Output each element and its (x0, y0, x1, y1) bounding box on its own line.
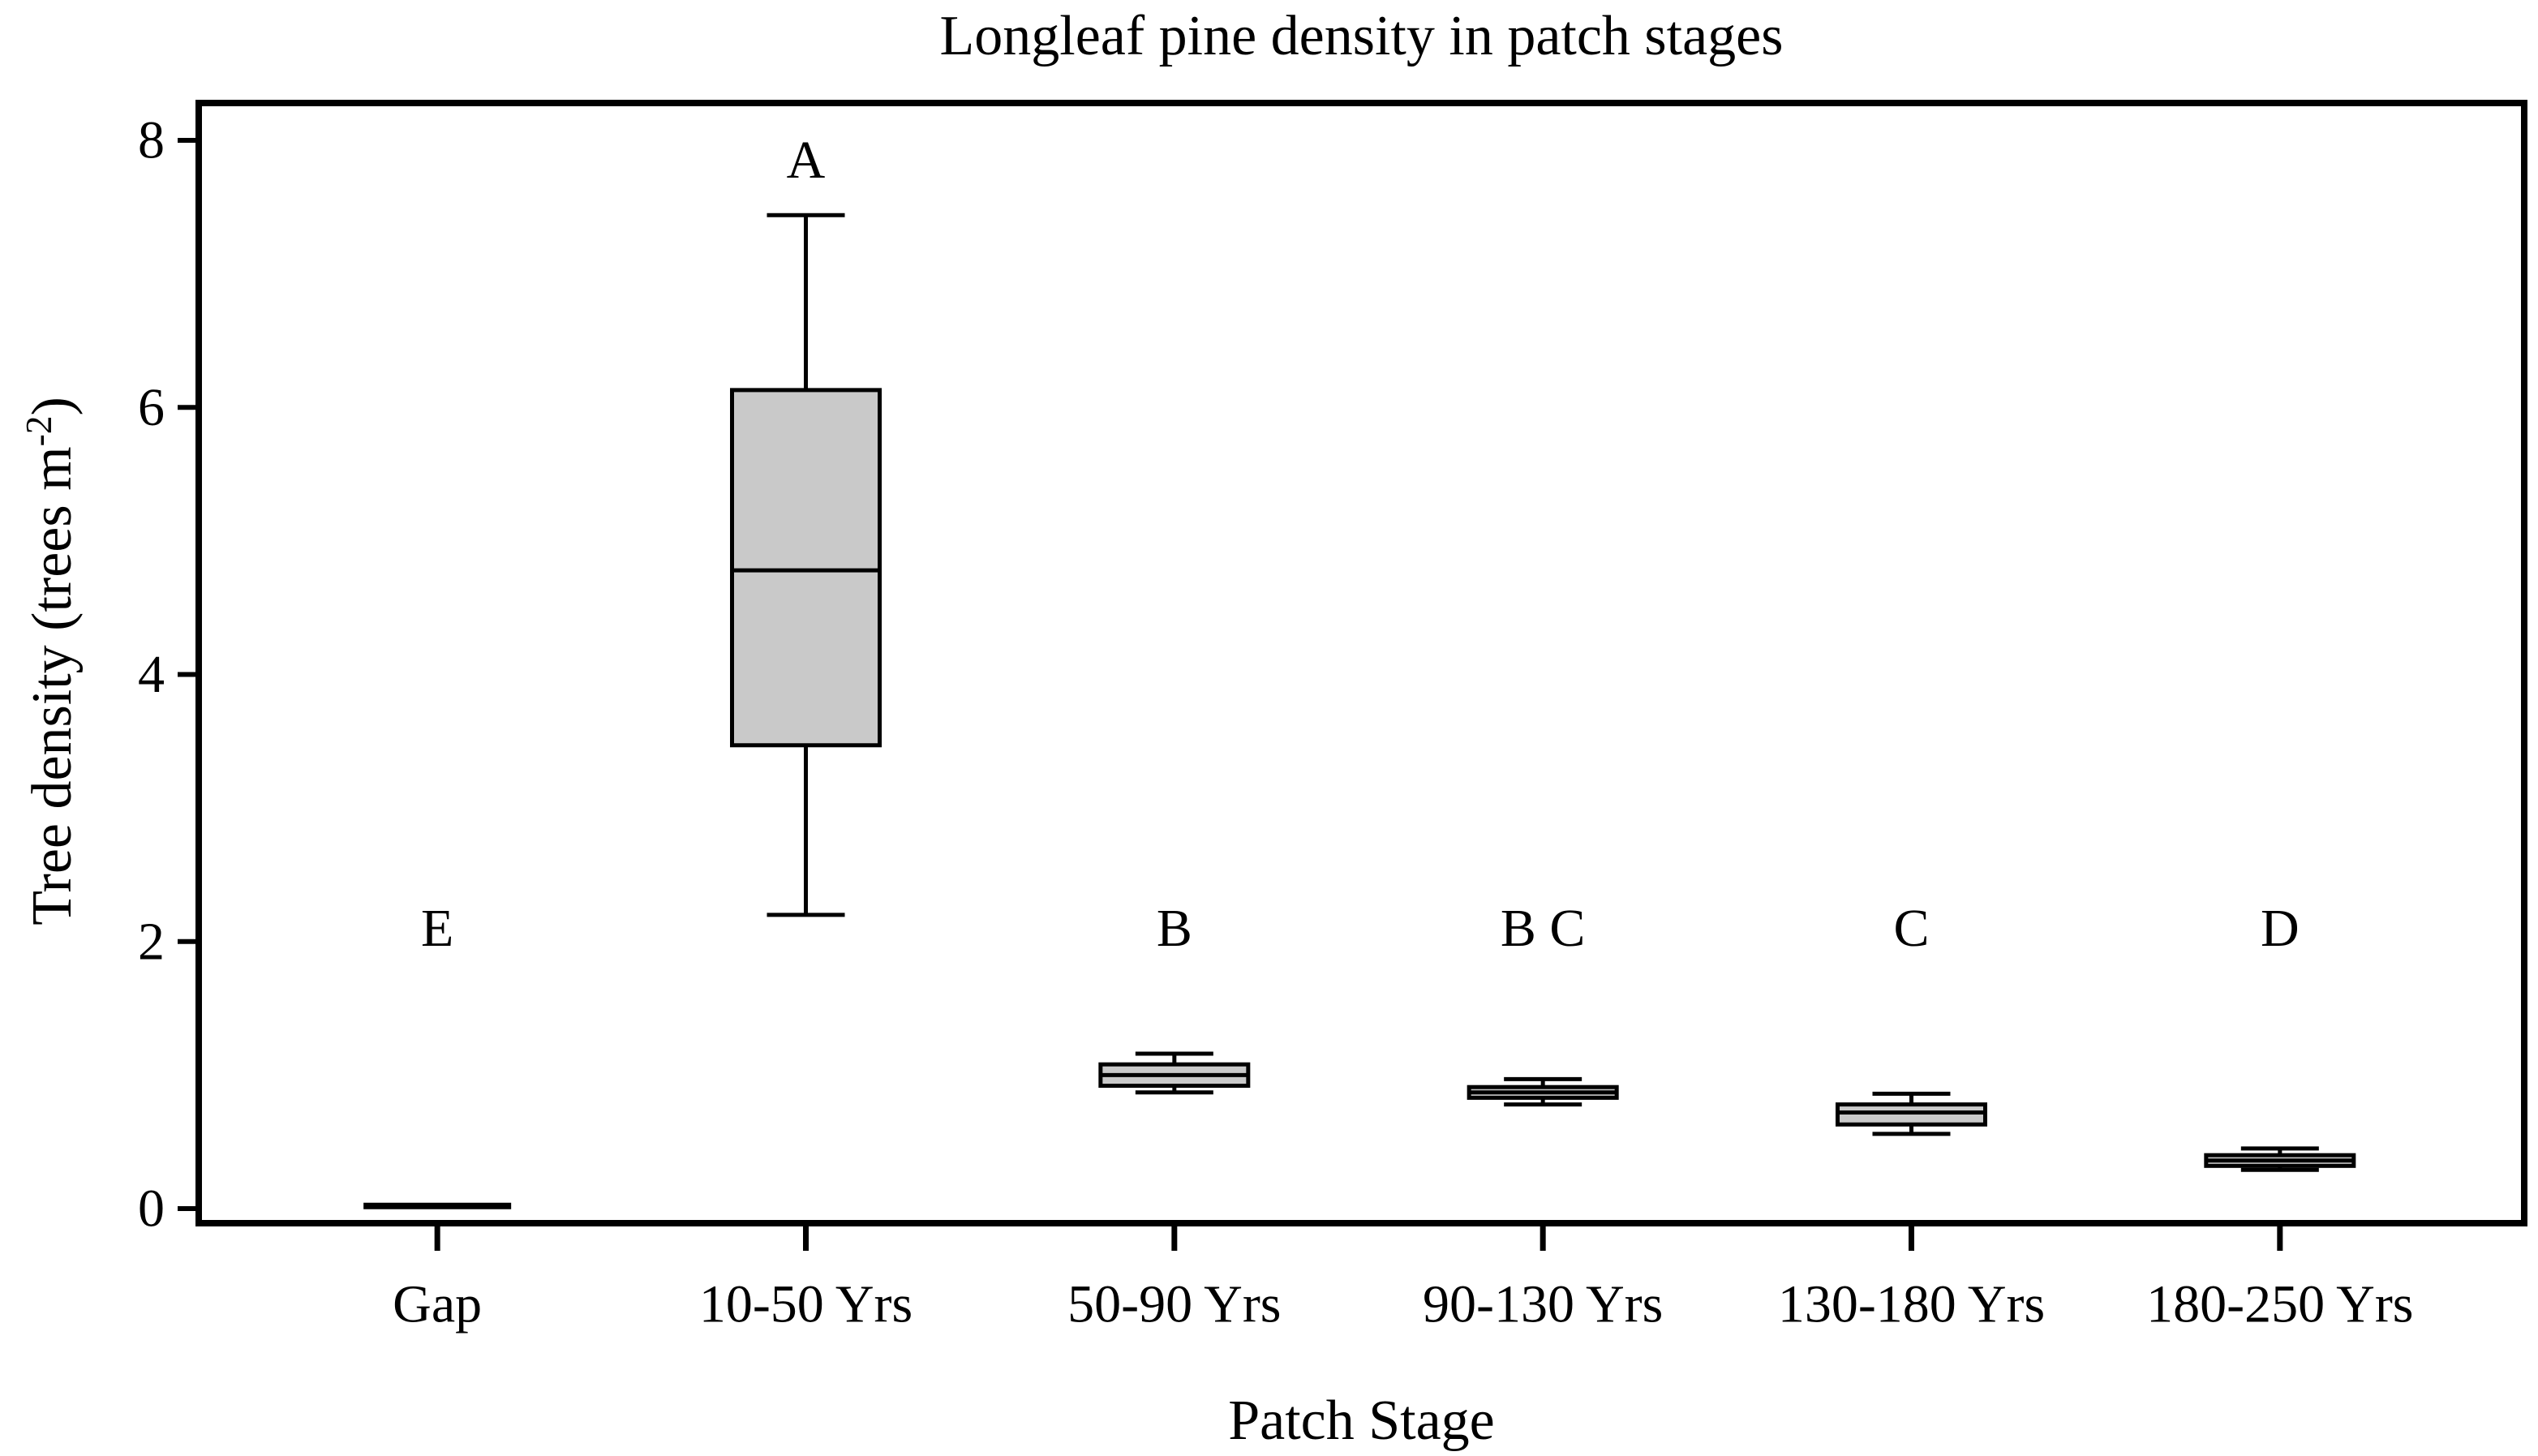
significance-letter: B (1157, 899, 1192, 958)
significance-letter: A (787, 131, 826, 190)
x-axis-label: Patch Stage (1228, 1389, 1495, 1452)
chart-title: Longleaf pine density in patch stages (939, 5, 1784, 67)
significance-letter: C (1893, 899, 1929, 958)
x-tick-label: 10-50 Yrs (699, 1275, 913, 1334)
box-rect (730, 388, 882, 748)
x-tick-label: 90-130 Yrs (1423, 1275, 1663, 1334)
x-tick-label: 130-180 Yrs (1778, 1275, 2045, 1334)
y-tick-label: 6 (138, 378, 165, 437)
significance-letter: D (2261, 899, 2300, 958)
y-tick-label: 4 (138, 645, 165, 704)
significance-letter: E (421, 899, 453, 958)
y-tick-label: 0 (138, 1179, 165, 1239)
significance-letter: B C (1501, 899, 1586, 958)
x-tick-label: 180-250 Yrs (2146, 1275, 2413, 1334)
plot-frame (195, 100, 2527, 1226)
y-tick-label: 8 (138, 111, 165, 170)
x-tick-label: Gap (393, 1275, 482, 1334)
x-tick-label: 50-90 Yrs (1067, 1275, 1281, 1334)
y-tick-label: 2 (138, 912, 165, 971)
